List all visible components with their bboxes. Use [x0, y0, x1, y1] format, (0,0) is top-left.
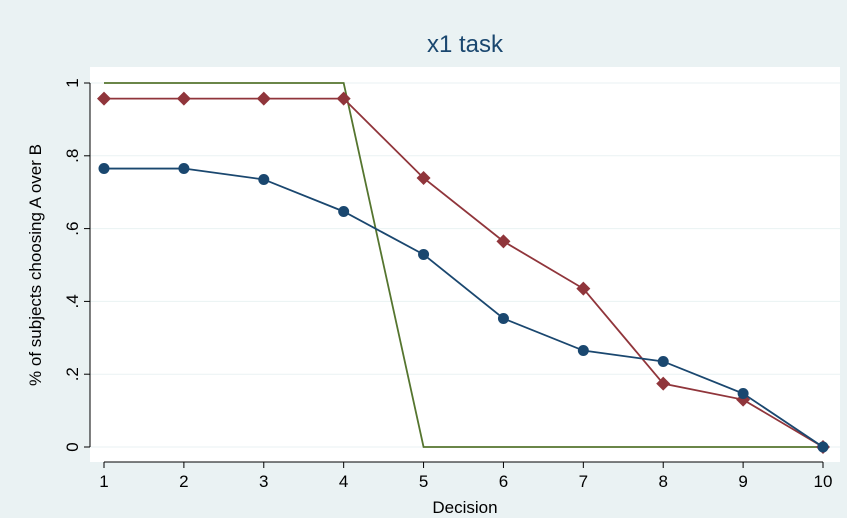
- y-tick-label: 1: [63, 78, 82, 87]
- data-point-diamond: [256, 91, 271, 106]
- series-line: [104, 97, 824, 448]
- series-line: [104, 167, 824, 448]
- data-point-circle: [178, 163, 190, 175]
- data-point-circle: [98, 163, 110, 175]
- x-tick-label: 10: [814, 472, 833, 491]
- data-point-circle: [577, 345, 589, 357]
- data-point-diamond: [496, 234, 511, 249]
- x-axis-label: Decision: [432, 498, 497, 517]
- data-point-diamond: [97, 91, 111, 106]
- y-tick-label: .6: [63, 222, 82, 236]
- plot-area: [90, 67, 840, 462]
- y-tick-label: 0: [63, 442, 82, 451]
- gridlines: [90, 82, 840, 448]
- data-point-circle: [338, 205, 350, 217]
- y-tick-label: .2: [63, 367, 82, 381]
- data-point-circle: [497, 313, 509, 325]
- x-tick-label: 2: [179, 472, 188, 491]
- y-tick-label: .8: [63, 149, 82, 163]
- data-point-circle: [737, 387, 749, 399]
- data-point-circle: [418, 248, 430, 260]
- data-point-diamond: [416, 171, 431, 186]
- data-point-diamond: [176, 91, 191, 106]
- x-tick-label: 8: [658, 472, 667, 491]
- data-point-circle: [817, 441, 829, 453]
- data-point-diamond: [656, 376, 671, 391]
- data-point-circle: [657, 355, 669, 367]
- x-tick-label: 5: [419, 472, 428, 491]
- x-tick-label: 7: [579, 472, 588, 491]
- x-tick-label: 9: [738, 472, 747, 491]
- data-point-diamond: [336, 91, 351, 106]
- chart-title: x1 task: [427, 31, 504, 58]
- x-tick-label: 3: [259, 472, 268, 491]
- x-tick-label: 4: [339, 472, 348, 491]
- series-line: [104, 82, 823, 448]
- y-axis-label: % of subjects choosing A over B: [26, 144, 45, 386]
- x-tick-label: 6: [499, 472, 508, 491]
- data-point-circle: [258, 173, 270, 185]
- series-layer: [97, 82, 830, 454]
- y-tick-label: .4: [63, 294, 82, 308]
- data-point-diamond: [576, 281, 591, 296]
- axes: 0 .2 .4 .6 .8 1 1 2 3 4 5 6 7 8 9 10: [63, 78, 832, 491]
- x-tick-label: 1: [99, 472, 108, 491]
